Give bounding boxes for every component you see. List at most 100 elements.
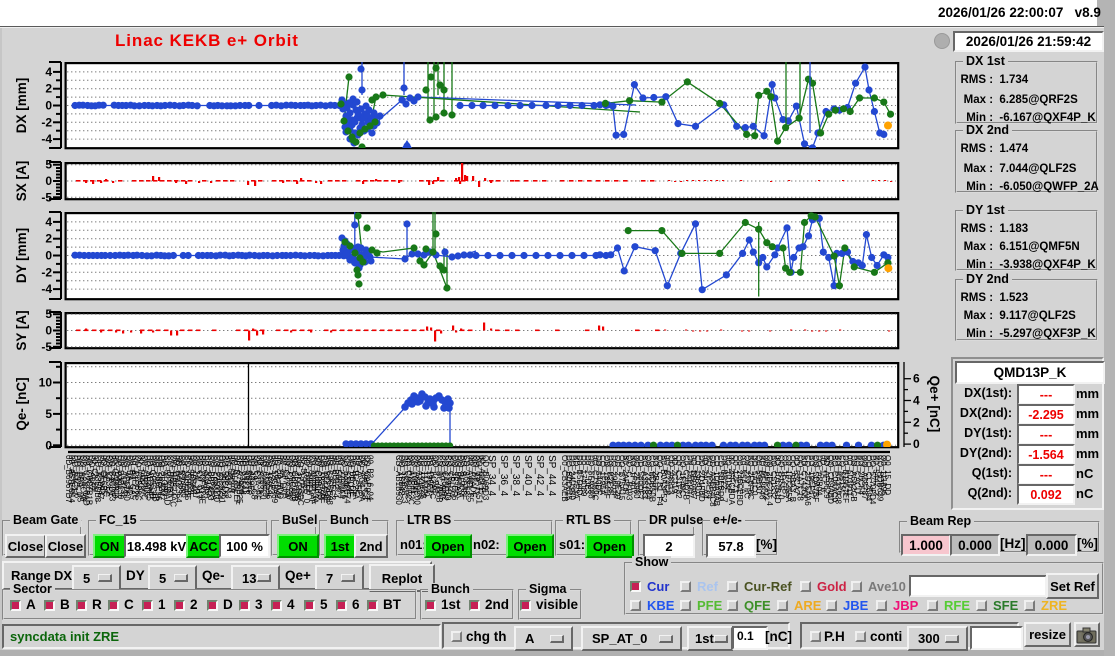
svg-text:0: 0 <box>913 437 920 451</box>
svg-text:DD_2D1FBD: DD_2D1FBD <box>697 455 706 502</box>
svg-text:-4: -4 <box>41 282 52 296</box>
svg-text:0O_503911: 0O_503911 <box>845 455 854 497</box>
svg-text:DQ_B59AA: DQ_B59AA <box>453 455 462 497</box>
svg-text:C0_2C946A: C0_2C946A <box>203 455 212 499</box>
svg-text:BD_A_3FE: BD_A_3FE <box>354 455 363 495</box>
svg-text:SP_36_4: SP_36_4 <box>498 455 509 497</box>
svg-text:BO_B38713: BO_B38713 <box>224 455 233 499</box>
svg-text:0D_1CF3A: 0D_1CF3A <box>255 455 264 495</box>
svg-text:0Q_1018E: 0Q_1018E <box>723 455 732 493</box>
svg-text:QD_C_B193: QD_C_B193 <box>625 455 634 501</box>
svg-text:CD_1D9A9AB: CD_1D9A9AB <box>712 455 721 506</box>
svg-text:OD_A8813: OD_A8813 <box>666 455 675 495</box>
svg-text:QQ_B155_0: QQ_B155_0 <box>777 455 786 500</box>
svg-text:DQ_C83536: DQ_C83536 <box>284 455 293 500</box>
svg-text:OQ_1A7C18: OQ_1A7C18 <box>796 455 805 501</box>
svg-text:DY [mm]: DY [mm] <box>14 228 29 283</box>
svg-text:C0_A1EE2C: C0_A1EE2C <box>131 455 140 501</box>
svg-text:BD_CBB102: BD_CBB102 <box>313 455 322 501</box>
svg-text:DQ_B2E85: DQ_B2E85 <box>606 455 615 496</box>
svg-text:BQ_132E3_: BQ_132E3_ <box>267 455 276 499</box>
svg-text:DD_55351C3: DD_55351C3 <box>400 455 409 504</box>
svg-text:0O_143A5C: 0O_143A5C <box>428 455 437 499</box>
svg-text:QO_A8_72: QO_A8_72 <box>472 455 481 496</box>
svg-text:OQ_119731: OQ_119731 <box>119 455 128 499</box>
svg-text:OQ_ABA3_B: OQ_ABA3_B <box>788 455 797 502</box>
svg-text:OD_18545F: OD_18545F <box>602 455 611 499</box>
svg-text:CD_BC7BBB: CD_BC7BBB <box>434 455 443 503</box>
svg-text:QQ_253980: QQ_253980 <box>632 455 641 499</box>
svg-text:BO_1F407: BO_1F407 <box>628 455 637 494</box>
svg-text:O0_C21E6AD: O0_C21E6AD <box>81 455 90 506</box>
svg-text:OO_A8656: OO_A8656 <box>305 455 314 496</box>
svg-text:QQ_1F_EF6: QQ_1F_EF6 <box>450 455 459 501</box>
svg-text:OD_2_9E20: OD_2_9E20 <box>613 455 622 500</box>
svg-text:BO_A_0A8F: BO_A_0A8F <box>459 455 468 500</box>
svg-text:BQ_C0AAC0: BQ_C0AAC0 <box>830 455 839 503</box>
svg-text:0: 0 <box>45 324 52 338</box>
svg-text:OQ_B9C863: OQ_B9C863 <box>287 455 296 501</box>
svg-text:DO_2296E6: DO_2296E6 <box>340 455 349 500</box>
svg-text:0: 0 <box>45 99 52 113</box>
svg-text:00_2D_5DD: 00_2D_5DD <box>276 455 285 499</box>
svg-text:BD_C74268: BD_C74268 <box>799 455 808 499</box>
svg-text:QQ_5B6E56: QQ_5B6E56 <box>154 455 163 501</box>
svg-text:O0_107255A: O0_107255A <box>784 455 793 503</box>
svg-text:DQ_AF5D80: DQ_AF5D80 <box>122 455 131 501</box>
svg-text:O0_1E27B7: O0_1E27B7 <box>780 455 789 499</box>
svg-text:Q0_59B30: Q0_59B30 <box>754 455 763 494</box>
svg-text:OQ_AC4_3A: OQ_AC4_3A <box>357 455 366 502</box>
svg-text:BO_B4CD73: BO_B4CD73 <box>108 455 117 502</box>
svg-text:0Q_C8C5E08: 0Q_C8C5E08 <box>325 455 334 505</box>
svg-text:0O_565BF3A: 0O_565BF3A <box>311 455 320 504</box>
svg-text:0D_1142_: 0D_1142_ <box>171 455 180 492</box>
svg-text:BD_BE8F46: BD_BE8F46 <box>758 455 767 500</box>
svg-text:BO_26CF4: BO_26CF4 <box>856 455 865 496</box>
svg-text:BD_A4121: BD_A4121 <box>241 455 250 494</box>
svg-text:D0_1EE907: D0_1EE907 <box>685 455 694 499</box>
svg-text:BD_A402364: BD_A402364 <box>174 455 183 503</box>
svg-text:Q0_12F73: Q0_12F73 <box>731 455 740 493</box>
svg-text:OD_A1ADE: OD_A1ADE <box>468 455 477 498</box>
svg-text:OD_BFF303: OD_BFF303 <box>761 455 770 500</box>
svg-text:BQ_11A429: BQ_11A429 <box>419 455 428 499</box>
svg-text:4: 4 <box>913 394 920 408</box>
svg-text:Q0_15_DD: Q0_15_DD <box>883 455 892 495</box>
svg-text:QQ_CC2694: QQ_CC2694 <box>864 455 873 502</box>
svg-text:DD_A6A2CB: DD_A6A2CB <box>849 455 858 502</box>
svg-text:BO_111010: BO_111010 <box>422 455 431 497</box>
svg-text:QO_A862_: QO_A862_ <box>87 455 96 496</box>
svg-text:C0_55A_A: C0_55A_A <box>739 455 748 494</box>
svg-text:5: 5 <box>45 407 52 421</box>
svg-text:0Q_5_EEC2: 0Q_5_EEC2 <box>328 455 337 500</box>
svg-text:CQ_5B15C: CQ_5B15C <box>837 455 846 496</box>
svg-text:0D_275DA4: 0D_275DA4 <box>337 455 346 499</box>
svg-text:SP_42_4: SP_42_4 <box>534 455 545 497</box>
svg-text:QQ_CB9ABD: QQ_CB9ABD <box>826 455 835 504</box>
svg-text:BQ_2F6F6C: BQ_2F6F6C <box>746 455 755 500</box>
svg-text:CD_AB1B930: CD_AB1B930 <box>394 455 403 505</box>
svg-text:-2: -2 <box>41 265 52 279</box>
svg-text:0O_C73B9C: 0O_C73B9C <box>590 455 599 501</box>
svg-text:BQ_CACD_: BQ_CACD_ <box>853 455 862 499</box>
svg-text:00_58CF8: 00_58CF8 <box>226 455 235 493</box>
svg-text:OD_A640C00: OD_A640C00 <box>413 455 422 505</box>
svg-text:OO_2ED4E: OO_2ED4E <box>345 455 354 497</box>
svg-text:B0_1CC25A: B0_1CC25A <box>351 455 360 500</box>
svg-text:DO_5770FD4: DO_5770FD4 <box>868 455 877 505</box>
svg-text:0Q_BB0A57_: 0Q_BB0A57_ <box>689 455 698 504</box>
svg-text:OQ_BEA3A: OQ_BEA3A <box>456 455 465 498</box>
svg-text:0O_10CF5_0: 0O_10CF5_0 <box>302 455 311 504</box>
svg-text:DO_B5_DE: DO_B5_DE <box>348 455 357 497</box>
svg-text:BQ_C51832: BQ_C51832 <box>769 455 778 500</box>
svg-text:5: 5 <box>45 307 52 321</box>
svg-text:CD_A6E68: CD_A6E68 <box>462 455 471 496</box>
svg-text:QD_A2AC36: QD_A2AC36 <box>79 455 88 502</box>
svg-text:OQ_25F9291: OQ_25F9291 <box>218 455 227 504</box>
svg-text:SY [A]: SY [A] <box>14 310 29 350</box>
svg-text:QD_A3EDB8: QD_A3EDB8 <box>93 455 102 503</box>
svg-text:CQ_2D75AA6: CQ_2D75AA6 <box>803 455 812 506</box>
svg-text:00_19ACC: 00_19ACC <box>137 455 146 494</box>
svg-text:D0_B_7BEEF: D0_B_7BEEF <box>232 455 241 505</box>
svg-text:B0_BB12_4: B0_BB12_4 <box>331 455 340 498</box>
